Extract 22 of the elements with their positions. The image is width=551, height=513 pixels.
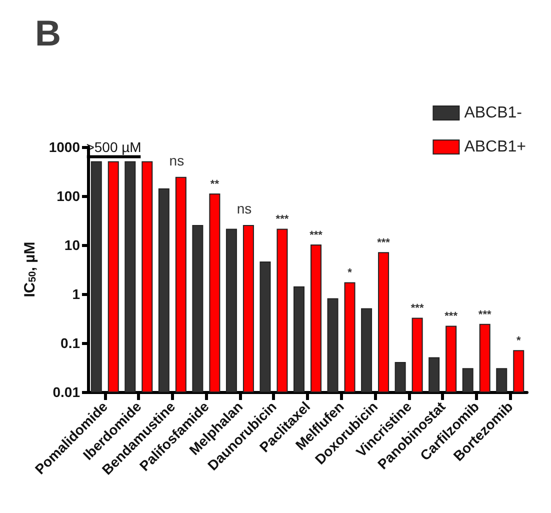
legend-label: ABCB1+	[464, 138, 526, 156]
y-tick-label: 1	[72, 286, 80, 302]
annotation: ***	[310, 230, 324, 242]
annotation: ***	[410, 302, 424, 315]
legend-label: ABCB1-	[464, 104, 522, 122]
annotation: ns	[236, 200, 252, 216]
y-tick-label: 1000	[48, 139, 80, 155]
annotation: *	[516, 335, 522, 348]
annotation: ***	[444, 310, 458, 323]
y-tick-label: 0.1	[60, 335, 80, 351]
y-tick-label: 100	[56, 188, 80, 204]
y-axis-title: IC50, µM	[21, 242, 38, 298]
annotation: *	[348, 267, 353, 280]
annotation: >500 µM	[86, 138, 142, 155]
annotation: ***	[276, 214, 290, 226]
y-tick-label: 10	[64, 237, 80, 253]
chart-title: B	[35, 12, 61, 54]
annotation: ns	[169, 152, 184, 168]
annotation: ***	[478, 308, 492, 321]
annotation: **	[210, 178, 220, 190]
annotation: ***	[377, 237, 391, 250]
y-tick-label: 0.01	[52, 384, 80, 400]
